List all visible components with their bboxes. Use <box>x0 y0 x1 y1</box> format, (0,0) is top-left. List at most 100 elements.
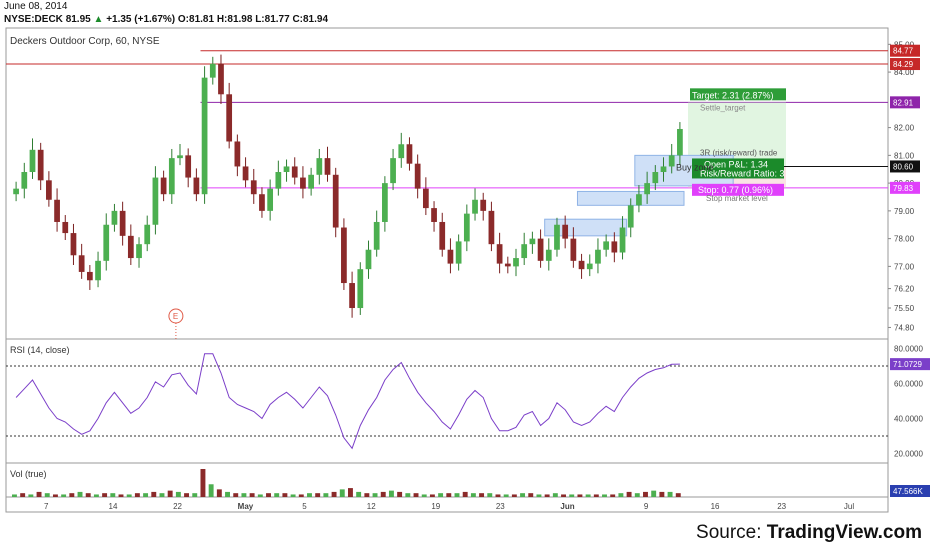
x-tick-label: 23 <box>496 502 505 511</box>
candle-body <box>70 233 77 256</box>
volume-bar <box>536 494 542 497</box>
target-sub-label: Settle_target <box>700 103 746 112</box>
volume-bar <box>356 491 362 497</box>
x-tick-label: 7 <box>44 502 49 511</box>
target-label: Target: 2.31 (2.87%) <box>692 90 774 100</box>
price-label: 80.60 <box>893 162 914 171</box>
price-label-bg <box>890 44 920 57</box>
candle-body <box>627 205 634 228</box>
volume-label: Vol (true) <box>10 469 47 479</box>
volume-bar <box>511 494 517 497</box>
volume-bar <box>257 494 263 497</box>
candle-body <box>209 63 216 78</box>
volume-bar <box>569 494 575 497</box>
candle-body <box>554 224 560 250</box>
candle-body <box>300 177 306 189</box>
price-change: +1.35 (+1.67%) <box>106 14 176 25</box>
candle-body <box>431 208 437 222</box>
volume-bar <box>249 493 255 497</box>
candle-body <box>619 227 626 253</box>
price-label-bg <box>890 160 920 173</box>
volume-bar <box>454 493 460 497</box>
volume-bar <box>331 491 337 497</box>
volume-bar <box>348 488 353 497</box>
price-tick-label: 74.80 <box>894 323 915 332</box>
volume-bar <box>44 493 50 497</box>
candle-body <box>586 263 593 270</box>
candle-body <box>275 172 282 189</box>
x-tick-label: 9 <box>644 502 649 511</box>
volume-bar <box>520 493 526 497</box>
volume-bar <box>69 493 75 497</box>
candle-body <box>652 172 659 184</box>
price-tick-label: 77.00 <box>894 262 915 271</box>
x-tick-label: Jul <box>844 502 854 511</box>
candle-body <box>185 155 192 178</box>
volume-bar <box>675 493 681 497</box>
candle-body <box>250 180 257 195</box>
volume-bar <box>175 491 181 497</box>
volume-bar <box>61 494 67 497</box>
volume-bar <box>364 493 370 497</box>
candle-body <box>660 166 667 173</box>
candle-body <box>119 210 126 236</box>
candle-body <box>308 174 314 189</box>
price-label: 84.77 <box>893 47 914 56</box>
volume-bar <box>208 484 214 497</box>
volume-bar <box>659 491 665 497</box>
rsi-last-label-bg <box>890 358 930 371</box>
volume-bar <box>470 493 476 497</box>
volume-bar <box>651 490 657 497</box>
candle-body <box>62 221 69 234</box>
x-tick-label: 22 <box>173 502 182 511</box>
high-value: H:81.98 <box>216 14 253 25</box>
candle-body <box>218 63 224 95</box>
volume-bar <box>503 494 509 497</box>
candle-body <box>439 221 446 250</box>
volume-bar <box>577 494 583 497</box>
candle-body <box>472 199 478 214</box>
volume-bar <box>585 494 591 497</box>
candle-body <box>111 210 118 225</box>
volume-bar <box>405 493 411 497</box>
candle-body <box>168 158 175 195</box>
price-label: 82.91 <box>893 98 914 107</box>
candle-body <box>668 155 675 167</box>
candle-body <box>677 128 683 156</box>
candle-body <box>406 144 413 164</box>
open-value: O:81.81 <box>177 14 215 25</box>
candle-body <box>521 244 528 259</box>
rsi-last-label: 71.0729 <box>893 360 922 369</box>
volume-bar <box>290 494 296 497</box>
volume-bar <box>643 491 648 497</box>
volume-bar <box>487 493 493 497</box>
volume-bar <box>85 493 91 497</box>
x-tick-label: 12 <box>367 502 376 511</box>
x-tick-label: 23 <box>777 502 786 511</box>
candle-body <box>414 163 421 189</box>
volume-bar <box>151 491 157 497</box>
volume-bar <box>282 493 288 497</box>
volume-bar <box>77 491 83 497</box>
volume-bar <box>159 493 165 497</box>
candle-body <box>578 260 585 270</box>
candle-body <box>382 183 388 222</box>
candle-body <box>545 249 552 261</box>
volume-bar <box>610 494 616 497</box>
candle-body <box>193 177 200 195</box>
price-tick-label: 76.20 <box>894 285 915 294</box>
volume-bar <box>225 491 230 497</box>
volume-bar <box>323 493 329 497</box>
candle-body <box>78 255 85 272</box>
rsi-label: RSI (14, close) <box>10 345 70 355</box>
volume-bar <box>298 494 304 497</box>
volume-bar <box>446 493 452 497</box>
candle-body <box>127 235 134 259</box>
volume-bar <box>388 490 394 497</box>
volume-last-label: 47.566K <box>893 487 923 496</box>
low-value: L:81.77 <box>255 14 290 25</box>
volume-bar <box>126 494 132 497</box>
candle-body <box>37 149 44 181</box>
volume-bar <box>36 491 42 497</box>
